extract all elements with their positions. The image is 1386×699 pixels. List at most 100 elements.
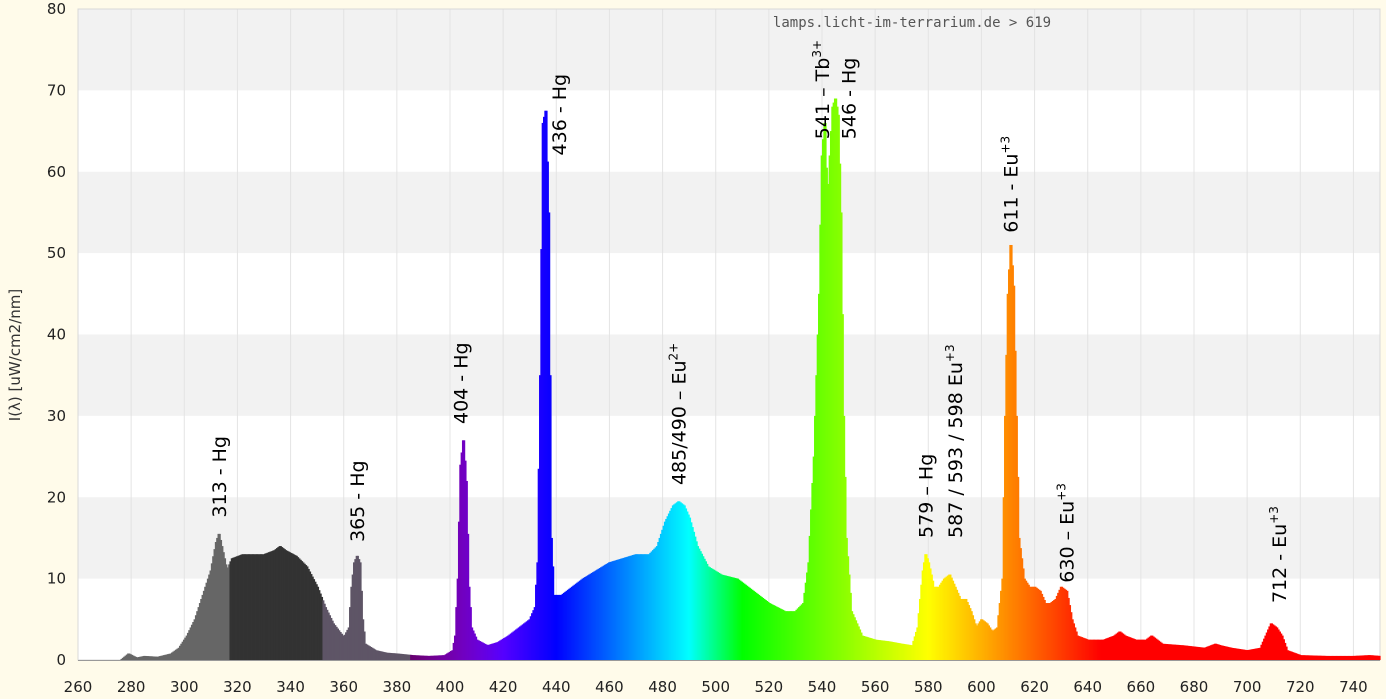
spectrum-bar [946,575,949,660]
spectrum-bar [1135,639,1138,660]
peak-label: 404 - Hg [451,342,473,424]
spectrum-bar [469,607,472,660]
spectrum-bar [892,642,895,660]
y-tick-label: 0 [56,651,66,669]
spectrum-bar [792,611,795,660]
spectrum-bar [1277,629,1280,660]
spectrum-bar [985,622,988,660]
spectrum-bar [1272,624,1275,660]
spectrum-bar [1215,643,1218,660]
spectrum-bar [1156,639,1159,660]
spectrum-bar [869,638,872,660]
spectrum-bar [1043,599,1046,660]
spectrum-bar [1159,641,1162,660]
spectrum-bar [849,592,852,660]
spectrum-bar [1083,638,1086,660]
spectrum-bar [1115,633,1118,660]
spectrum-bar [1104,638,1107,660]
spectrum-bar [883,640,886,660]
spectrum-bar [739,580,742,660]
spectrum-bar [407,654,410,660]
spectrum-bar [944,577,947,660]
spectrum-bar [952,580,955,660]
spectrum-bar [760,596,763,660]
spectrum-bar [464,460,467,660]
spectrum-bar [1061,586,1064,660]
spectrum-bar [794,611,797,660]
spectrum-bar [250,554,253,660]
peak-label: 546 - Hg [839,58,861,140]
spectrum-bar [1320,655,1323,660]
x-tick-label: 520 [755,678,784,696]
spectrum-bar [836,106,839,660]
spectrum-bar [444,654,447,660]
y-axis-ticks: 0 10 20 30 40 50 60 70 80 [47,0,66,669]
spectrum-bar [374,649,377,660]
spectrum-bar [871,638,874,660]
spectrum-bar [225,564,228,660]
spectrum-bar [634,554,637,660]
spectrum-bar [1067,597,1070,660]
x-tick-label: 340 [276,678,305,696]
spectrum-bar [1301,655,1304,660]
spectrum-bar [556,594,559,660]
spectrum-bar [136,657,139,660]
spectrum-bar [1333,655,1336,660]
spectrum-bar [628,556,630,660]
x-tick-label: 700 [1233,678,1262,696]
spectrum-bar [940,582,943,660]
spectrum-bar [564,591,567,660]
spectrum-bar [610,561,613,660]
spectrum-bar [1164,643,1167,660]
spectrum-bar [1143,639,1146,660]
spectrum-bar [1184,645,1187,660]
spectrum-bar [653,548,656,660]
spectrum-bar [1376,655,1378,660]
spectrum-bar [345,632,347,660]
spectrum-bar [857,626,860,660]
spectrum-bar [1354,655,1357,660]
spectrum-bar [732,577,735,660]
spectrum-bar [1178,644,1180,660]
spectrum-bar [636,554,638,660]
spectrum-bar [864,636,867,660]
spectrum-bar [1281,635,1284,660]
spectrum-bar [1017,476,1020,660]
spectrum-bar [323,603,326,660]
spectrum-bar [1054,598,1057,660]
spectrum-bar [439,655,442,660]
spectrum-bar [1368,655,1370,660]
spectrum-bar [290,552,293,660]
spectrum-bar [398,653,401,660]
spectrum-bar [956,589,959,660]
spectrum-bar [982,620,985,660]
spectrum-bar [867,637,870,660]
spectrum-bar [404,654,407,660]
spectrum-bar [234,556,237,660]
spectrum-bar [1037,588,1040,660]
spectrum-bar [1059,586,1062,660]
spectrum-bar [1284,642,1287,660]
spectrum-bar [1330,655,1333,660]
x-tick-label: 680 [1180,678,1209,696]
spectrum-bar [686,511,689,660]
spectrum-bar [198,603,201,660]
spectrum-bar [1378,655,1381,660]
spectrum-bar [279,546,282,660]
spectrum-bar [229,561,232,660]
spectrum-bar [1004,415,1006,660]
spectrum-bar [1267,629,1269,660]
spectrum-bar [731,577,734,660]
spectrum-bar [933,586,936,660]
spectrum-bar [411,654,414,660]
spectrum-bar [1257,648,1260,660]
spectrum-bar [755,592,758,660]
spectrum-bar [711,568,714,660]
spectrum-bar [783,610,786,660]
spectrum-bar [726,575,729,660]
spectrum-bar [936,586,939,660]
spectrum-bar [637,554,640,660]
spectrum-bar [1192,646,1195,660]
spectrum-bar [790,611,793,660]
spectrum-bar [709,567,711,660]
